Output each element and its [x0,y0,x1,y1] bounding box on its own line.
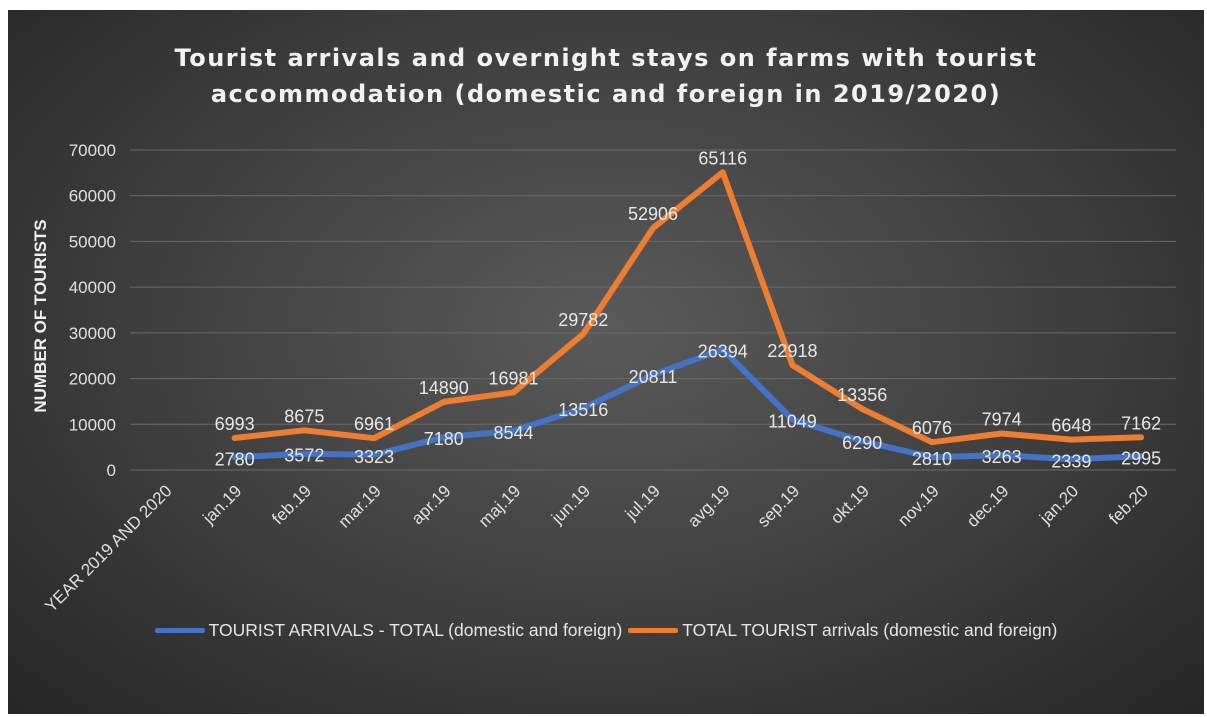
chart-title-line-2: accommodation (domestic and foreign in 2… [210,80,1002,108]
legend-swatch-orange [628,628,679,633]
data-label: 16981 [489,368,539,388]
data-label: 6961 [354,414,394,434]
data-label: 3263 [982,447,1022,467]
data-label: 2780 [215,449,255,469]
gridlines [130,149,1176,471]
x-tick-label: dec.19 [963,481,1013,531]
data-label: 7162 [1121,413,1161,433]
y-tick-label: 30000 [69,324,116,343]
series-line-1 [231,346,1145,463]
data-label: 6290 [842,433,882,453]
chart-frame: Tourist arrivals and overnight stays on … [8,10,1204,714]
y-tick-label: 20000 [69,370,116,389]
data-label: 13356 [837,385,887,405]
y-axis-title: NUMBER OF TOURISTS [31,219,50,412]
y-tick-label: 40000 [69,278,116,297]
x-tick-label: jan.20 [1035,481,1082,528]
x-tick-label: okt.19 [827,481,873,527]
series-line-2 [231,169,1145,446]
data-label: 2810 [912,449,952,469]
x-tick-label: feb.19 [268,481,315,528]
data-label: 7974 [982,410,1022,430]
x-tick-label: maj.19 [475,481,525,531]
y-tick-label: 10000 [69,415,116,434]
data-label: 6648 [1051,416,1091,436]
x-tick-label: avg.19 [684,481,734,531]
chart-legend: TOURIST ARRIVALS - TOTAL (domestic and f… [8,620,1204,641]
data-label: 8544 [494,423,534,443]
legend-item-series-1: TOURIST ARRIVALS - TOTAL (domestic and f… [154,620,623,641]
x-axis-ticks: YEAR 2019 AND 2020 jan.19 feb.19 mar.19 apr.… [41,481,1152,610]
data-label: 26394 [698,341,748,361]
chart-title-line-1: Tourist arrivals and overnight stays on … [174,44,1038,72]
y-tick-label: 70000 [69,141,116,160]
legend-item-series-2: TOTAL TOURIST arrivals (domestic and for… [628,620,1057,641]
legend-swatch-blue [154,628,205,633]
x-tick-label: jul.19 [621,481,664,524]
legend-label: TOURIST ARRIVALS - TOTAL (domestic and f… [208,620,623,640]
data-labels: 2780 3572 3323 7180 8544 13516 20811 26394 11049… [215,148,1162,471]
data-label: 14890 [419,378,469,398]
data-label: 65116 [698,148,747,168]
series-lines [231,169,1145,463]
line-chart: 0 10000 20000 30000 40000 50000 60000 70000 YEA… [31,141,1176,610]
x-tick-label: jun.19 [547,481,594,528]
data-label: 22918 [767,341,817,361]
data-label: 2995 [1121,448,1161,468]
x-tick-label: nov.19 [894,481,943,530]
y-tick-label: 0 [107,461,116,480]
data-label: 3572 [284,446,324,466]
x-tick-label: mar.19 [335,481,385,531]
data-label: 6993 [215,414,255,434]
x-tick-label: YEAR 2019 AND 2020 [41,481,175,610]
x-tick-label: apr.19 [408,481,455,528]
data-label: 8675 [284,406,324,426]
x-tick-label: feb.20 [1105,481,1152,528]
data-label: 52906 [628,204,678,224]
legend-label: TOTAL TOURIST arrivals (domestic and for… [682,620,1058,640]
data-label: 20811 [629,367,678,387]
y-tick-label: 60000 [69,187,116,206]
y-axis-ticks: 0 10000 20000 30000 40000 50000 60000 70000 [69,141,116,480]
x-tick-label: sep.19 [754,481,804,531]
data-label: 29782 [558,310,608,330]
x-tick-label: jan.19 [199,481,246,528]
y-tick-label: 50000 [69,232,116,251]
data-label: 11049 [768,411,817,431]
data-label: 6076 [912,418,952,438]
data-label: 2339 [1051,451,1091,471]
data-label: 3323 [354,447,394,467]
data-label: 13516 [558,400,608,420]
data-label: 7180 [424,429,464,449]
